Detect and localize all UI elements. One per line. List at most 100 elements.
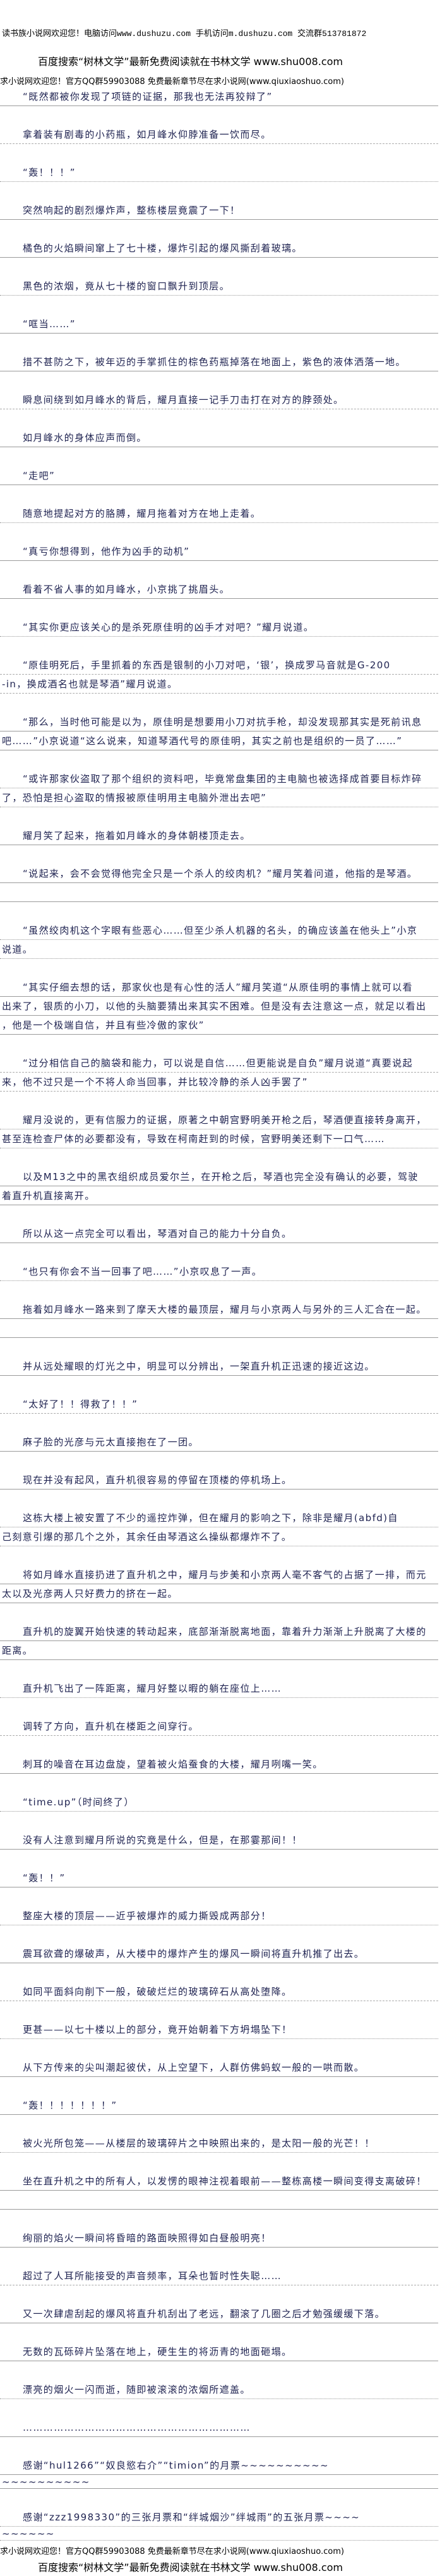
paragraph-line: 距离。	[0, 1641, 438, 1660]
paragraph-line: 耀月没说的，更有信服力的证据，原著之中朝宫野明美开枪之后，琴酒便直接转身离开，	[0, 1110, 438, 1129]
paragraph: 将如月峰水直接扔进了直升机之中，耀月与步美和小京两人毫不客气的占据了一排，而元太…	[0, 1565, 438, 1603]
paragraph: 又一次肆虐刮起的爆风将直升机刮出了老远，翻滚了几圈之后才勉强缓缓下落。	[0, 2304, 438, 2323]
paragraph: 耀月笑了起来，拖着如月峰水的身体朝楼顶走去。	[0, 826, 438, 845]
paragraph-line: “走吧”	[0, 466, 438, 485]
paragraph-line: 随意地提起对方的胳膊，耀月拖着对方在地上走着。	[0, 504, 438, 523]
paragraph-line: …………………………………………………………	[0, 2418, 438, 2437]
paragraph: “其实你更应该关心的是杀死原佳明的凶手才对吧？”耀月说道。	[0, 618, 438, 637]
paragraph-line: 耀月笑了起来，拖着如月峰水的身体朝楼顶走去。	[0, 826, 438, 845]
paragraph-line: “那么，当时他可能是以为，原佳明是想要用小刀对抗手枪，却没发现那其实是死前讯息	[0, 713, 438, 731]
paragraph: 拿着装有剧毒的小药瓶，如月峰水仰脖准备一饮而尽。	[0, 125, 438, 144]
paragraph: 超过了人耳所能接受的声音频率，耳朵也暂时性失聪……	[0, 2266, 438, 2285]
paragraph: 没有人注意到耀月所说的究竟是什么，但是，在那霎那间！！	[0, 1831, 438, 1850]
paragraph-line: 绚丽的焰火一瞬间将昏暗的路面映照得如白昼般明亮！	[0, 2229, 438, 2248]
paragraph-line: ~~~~~~~~~~	[0, 2475, 438, 2489]
chapter-body: “既然都被你发现了项链的证据，那我也无法再狡辩了” 拿着装有剧毒的小药瓶，如月峰水…	[0, 87, 438, 2560]
paragraph-line: 着直升机直接离开。	[0, 1186, 438, 1205]
paragraph-line: 坐在直升机之中的所有人，以发愣的眼神注视着眼前——整栋高楼一瞬间变得支离破碎！	[0, 2172, 438, 2191]
paragraph-line: 调转了方向，直升机在楼距之间穿行。	[0, 1717, 438, 1736]
paragraph-line: “也只有你会不当一回事了吧……”小京叹息了一声。	[0, 1262, 438, 1281]
paragraph-line: “其实你更应该关心的是杀死原佳明的凶手才对吧？”耀月说道。	[0, 618, 438, 637]
paragraph-line: 感谢“hul1266”“奴良慾右介”“timion”的月票~~~~~~~~~~	[0, 2456, 438, 2475]
paragraph: 坐在直升机之中的所有人，以发愣的眼神注视着眼前——整栋高楼一瞬间变得支离破碎！	[0, 2172, 438, 2210]
paragraph-line: ~~~~~~	[0, 2527, 438, 2541]
paragraph: 这栋大楼上被安置了不少的遥控炸弹，但在耀月的影响之下，除非是耀月(abfd)自己…	[0, 1508, 438, 1546]
paragraph-line: 超过了人耳所能接受的声音频率，耳朵也暂时性失聪……	[0, 2266, 438, 2285]
paragraph: 措不甚防之下，被年迈的手掌抓住的棕色药瓶掉落在地面上，紫色的液体洒落一地。	[0, 352, 438, 371]
paragraph: “过分相信自己的脑袋和能力，可以说是自信……但更能说是自负”耀月说道“真要说起来…	[0, 1054, 438, 1092]
paragraph: “既然都被你发现了项链的证据，那我也无法再狡辩了”	[0, 87, 438, 106]
paragraph: “轰！！！”	[0, 163, 438, 182]
site-banner-dushuzu: 读书族小说网欢迎您！电脑访问www.dushuzu.com 手机访问m.dush…	[2, 29, 367, 39]
paragraph: 以及M13之中的黑衣组织成员爱尔兰，在开枪之后，琴酒也完全没有确认的必要，驾驶着…	[0, 1167, 438, 1205]
paragraph-line: 以及M13之中的黑衣组织成员爱尔兰，在开枪之后，琴酒也完全没有确认的必要，驾驶	[0, 1167, 438, 1186]
paragraph-line: “轰！！！”	[0, 163, 438, 182]
paragraph-line: 刺耳的噪音在耳边盘旋，望着被火焰蚕食的大楼，耀月咧嘴一笑。	[0, 1755, 438, 1774]
paragraph-line: 又一次肆虐刮起的爆风将直升机刮出了老远，翻滚了几圈之后才勉强缓缓下落。	[0, 2304, 438, 2323]
paragraph: 震耳欲聋的爆破声，从大楼中的爆炸产生的爆风一瞬间将直升机推了出去。	[0, 1944, 438, 1963]
paragraph: 橘色的火焰瞬间窜上了七十楼，爆炸引起的爆风撕刮着玻璃。	[0, 239, 438, 258]
paragraph-line: 这栋大楼上被安置了不少的遥控炸弹，但在耀月的影响之下，除非是耀月(abfd)自	[0, 1508, 438, 1527]
paragraph: 漂亮的烟火一闪而逝，随即被滚滚的浓烟所遮盖。	[0, 2380, 438, 2399]
paragraph: “轰！！！！！！！”	[0, 2096, 438, 2115]
paragraph-line: 出来了，银质的小刀，以他的头脑要猜出来其实不困难。但是没有去注意这一点，就足以看…	[0, 997, 438, 1016]
paragraph-line: 并从远处耀眼的灯光之中，明显可以分辨出，一架直升机正迅速的接近这边。	[0, 1357, 438, 1376]
paragraph-line: 整座大楼的顶层——近乎被爆炸的威力撕毁成两部分！	[0, 1906, 438, 1925]
paragraph-line: 己刻意引爆的那几个之外，其余任由琴酒这么操纵都爆炸不了。	[0, 1527, 438, 1546]
paragraph: 如同平面斜向削下一般，破破烂烂的玻璃碎石从高处堕降。	[0, 1982, 438, 2001]
paragraph: 整座大楼的顶层——近乎被爆炸的威力撕毁成两部分！	[0, 1906, 438, 1925]
paragraph: 耀月没说的，更有信服力的证据，原著之中朝宫野明美开枪之后，琴酒便直接转身离开，甚…	[0, 1110, 438, 1148]
site-banner-shulin: 百度搜索“树林文学”最新免费阅读就在书林文学 www.shu008.com	[38, 56, 343, 68]
paragraph-line: “太好了！！得救了！！”	[0, 1395, 438, 1414]
paragraph-line: 将如月峰水直接扔进了直升机之中，耀月与步美和小京两人毫不客气的占据了一排，而元	[0, 1565, 438, 1584]
paragraph-line: “其实仔细去想的话，那家伙也是有心性的活人”耀月笑道“从原佳明的事情上就可以看	[0, 978, 438, 997]
paragraph-line: 漂亮的烟火一闪而逝，随即被滚滚的浓烟所遮盖。	[0, 2380, 438, 2399]
paragraph-line: 来，他不过只是一个不将人命当回事，并比较冷静的杀人凶手罢了”	[0, 1073, 438, 1092]
paragraph: 看着不省人事的如月峰水，小京挑了挑眉头。	[0, 580, 438, 599]
paragraph: 现在并没有起风，直升机很容易的停留在顶楼的停机场上。	[0, 1471, 438, 1490]
page-footer: 求小说网欢迎您！官方QQ群59903088 免费最新章节尽在求小说网(www.q…	[0, 2544, 442, 2576]
paragraph-line: 震耳欲聋的爆破声，从大楼中的爆炸产生的爆风一瞬间将直升机推了出去。	[0, 1944, 438, 1963]
paragraph: 刺耳的噪音在耳边盘旋，望着被火焰蚕食的大楼，耀月咧嘴一笑。	[0, 1755, 438, 1774]
site-banner-qiuxiaoshuo: 求小说网欢迎您！官方QQ群59903088 免费最新章节尽在求小说网(www.q…	[0, 77, 344, 87]
paragraph-line: “轰！！”	[0, 1869, 438, 1887]
paragraph: “也只有你会不当一回事了吧……”小京叹息了一声。	[0, 1262, 438, 1281]
paragraph: “time.up”（时间终了）	[0, 1793, 438, 1812]
paragraph-line: 麻子脸的光彦与元太直接抱在了一团。	[0, 1433, 438, 1452]
paragraph: “哐当……”	[0, 315, 438, 334]
paragraph: “太好了！！得救了！！”	[0, 1395, 438, 1414]
paragraph-line: 看着不省人事的如月峰水，小京挑了挑眉头。	[0, 580, 438, 599]
paragraph: 被火光所包笼——从楼层的玻璃碎片之中映照出来的，是太阳一般的光芒！！	[0, 2134, 438, 2153]
paragraph-line: 说道。	[0, 940, 438, 959]
paragraph-line: 措不甚防之下，被年迈的手掌抓住的棕色药瓶掉落在地面上，紫色的液体洒落一地。	[0, 352, 438, 371]
paragraph-line: 甚至连检查尸体的必要都没有，导致在柯南赶到的时候，宫野明美还剩下一口气……	[0, 1129, 438, 1148]
paragraph-line: 所以从这一点完全可以看出，琴酒对自己的能力十分自负。	[0, 1224, 438, 1243]
paragraph-line	[0, 883, 438, 902]
paragraph: 瞬息间绕到如月峰水的背后，耀月直接一记手刀击打在对方的脖颈处。	[0, 390, 438, 409]
paragraph-line: 没有人注意到耀月所说的究竟是什么，但是，在那霎那间！！	[0, 1831, 438, 1850]
paragraph: 所以从这一点完全可以看出，琴酒对自己的能力十分自负。	[0, 1224, 438, 1243]
paragraph: 拖着如月峰水一路来到了摩天大楼的最顶层，耀月与小京两人与另外的三人汇合在一起。	[0, 1300, 438, 1338]
paragraph: 调转了方向，直升机在楼距之间穿行。	[0, 1717, 438, 1736]
paragraph-line: 更甚——以七十楼以上的部分，竟开始朝着下方坍塌坠下！	[0, 2020, 438, 2039]
paragraph-line: 直升机的旋翼开始快速的转动起来，底部渐渐脱离地面，靠着升力渐渐上升脱离了大楼的	[0, 1622, 438, 1641]
paragraph: “那么，当时他可能是以为，原佳明是想要用小刀对抗手枪，却没发现那其实是死前讯息吧…	[0, 713, 438, 750]
paragraph: “说起来，会不会觉得他完全只是一个杀人的绞肉机？”耀月笑着问道，他指的是琴酒。	[0, 864, 438, 902]
paragraph: …………………………………………………………	[0, 2418, 438, 2437]
paragraph-line: 感谢“zzz1998330”的三张月票和“绊城烟沙”绊城雨”的五张月票~~~~	[0, 2508, 438, 2527]
paragraph-line: “真亏你想得到，他作为凶手的动机”	[0, 542, 438, 561]
paragraph-line: 拖着如月峰水一路来到了摩天大楼的最顶层，耀月与小京两人与另外的三人汇合在一起。	[0, 1300, 438, 1319]
paragraph-line: 如同平面斜向削下一般，破破烂烂的玻璃碎石从高处堕降。	[0, 1982, 438, 2001]
paragraph: 无数的瓦砾碎片坠落在地上，硬生生的将沥青的地面砸塌。	[0, 2342, 438, 2361]
footer-banner-qiuxiaoshuo: 求小说网欢迎您！官方QQ群59903088 免费最新章节尽在求小说网(www.q…	[0, 2547, 344, 2556]
paragraph-line: 直升机飞出了一阵距离，耀月好整以暇的躺在座位上……	[0, 1679, 438, 1698]
paragraph-line	[0, 1319, 438, 1338]
paragraph: “走吧”	[0, 466, 438, 485]
paragraph-line: 如月峰水的身体应声而倒。	[0, 428, 438, 447]
paragraph: 绚丽的焰火一瞬间将昏暗的路面映照得如白昼般明亮！	[0, 2229, 438, 2248]
paragraph-line: 突然响起的剧烈爆炸声，整栋楼层竟震了一下！	[0, 201, 438, 220]
paragraph: 突然响起的剧烈爆炸声，整栋楼层竟震了一下！	[0, 201, 438, 220]
paragraph: “虽然绞肉机这个字眼有些恶心……但至少杀人机器的名头，的确应该盖在他头上”小京说…	[0, 921, 438, 959]
paragraph: 感谢“zzz1998330”的三张月票和“绊城烟沙”绊城雨”的五张月票~~~~ ~…	[0, 2508, 438, 2541]
paragraph: “原佳明死后，手里抓着的东西是银制的小刀对吧，‘银’，换成罗马音就是G-200-…	[0, 656, 438, 694]
